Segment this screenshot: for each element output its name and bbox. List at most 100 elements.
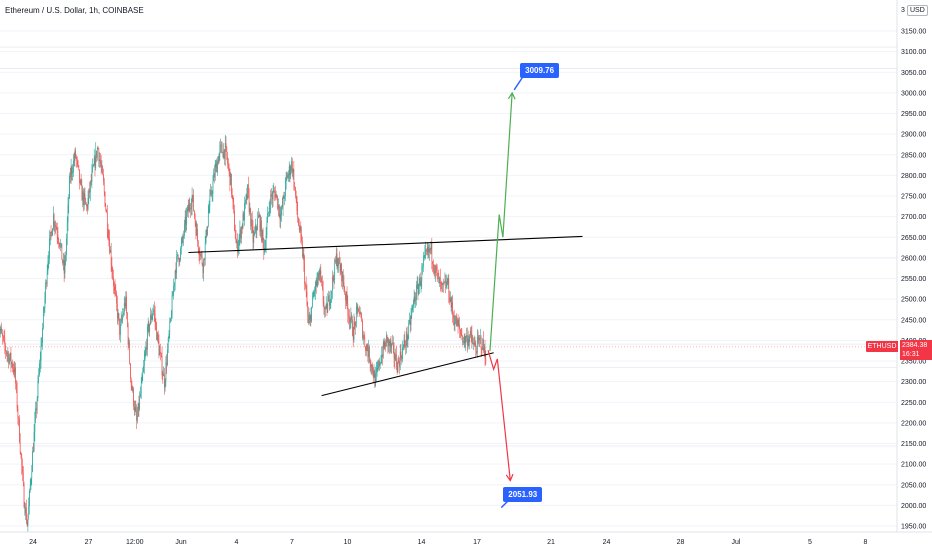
- candle-body: [268, 212, 269, 213]
- x-tick-label: 27: [85, 539, 93, 546]
- y-tick-label: 1950.00: [901, 524, 926, 531]
- candle-body: [3, 336, 5, 338]
- candle-body: [362, 320, 363, 339]
- candle-body: [462, 336, 464, 343]
- bullish-label-pointer: [513, 77, 523, 91]
- trendlines-layer: [188, 235, 583, 397]
- candle-body: [348, 315, 349, 317]
- candle-body: [402, 346, 404, 348]
- candle-body: [96, 150, 97, 158]
- y-tick-label: 2250.00: [901, 400, 926, 407]
- candle-body: [38, 374, 40, 381]
- candle-body: [357, 306, 359, 309]
- candle-body: [332, 276, 333, 291]
- candle-body: [197, 228, 198, 242]
- candle-body: [49, 238, 50, 259]
- candle-body: [117, 313, 119, 319]
- candle-body: [405, 344, 406, 347]
- candle-body: [140, 383, 142, 394]
- candle-body: [120, 324, 121, 335]
- candle-body: [480, 337, 481, 338]
- candle-body: [98, 148, 100, 162]
- bearish-target-label[interactable]: 2051.93: [503, 486, 543, 502]
- candle-body: [146, 346, 147, 350]
- candle-body: [349, 320, 351, 323]
- candle-body: [442, 282, 443, 285]
- candle-body: [130, 378, 132, 385]
- candle-body: [157, 332, 158, 340]
- candle-body: [221, 144, 222, 146]
- candle-body: [429, 248, 430, 253]
- candle-body: [315, 282, 316, 292]
- candle-body: [42, 328, 43, 343]
- candle-body: [20, 452, 22, 455]
- candle-body: [123, 303, 125, 313]
- candle-body: [444, 280, 446, 283]
- candle-body: [80, 180, 82, 185]
- candle-body: [238, 237, 240, 246]
- candle-body: [289, 166, 291, 176]
- candle-body: [335, 253, 337, 263]
- candle-body: [329, 302, 331, 306]
- candle-body: [118, 313, 120, 319]
- candle-body: [93, 157, 95, 166]
- candle-body: [205, 229, 207, 243]
- candle-body: [481, 348, 483, 350]
- candle-body: [483, 346, 485, 351]
- candle-body: [50, 231, 52, 233]
- currency-badge[interactable]: USD: [907, 5, 928, 16]
- candle-body: [301, 234, 302, 241]
- candle-body: [202, 264, 204, 273]
- candle-body: [125, 296, 127, 306]
- candle-body: [386, 335, 387, 347]
- candle-body: [1, 328, 3, 334]
- candle-body: [240, 229, 242, 239]
- candle-body: [298, 225, 300, 231]
- bullish-target-label[interactable]: 3009.76: [520, 62, 560, 78]
- projections-layer: [487, 77, 523, 509]
- candle-body: [75, 150, 77, 157]
- candle-body: [343, 282, 345, 290]
- candle-body: [443, 282, 444, 285]
- candle-body: [453, 318, 455, 326]
- candle-body: [438, 273, 440, 284]
- candle-body: [186, 212, 188, 225]
- candle-body: [381, 354, 383, 362]
- candle-body: [355, 309, 357, 327]
- candle-body: [258, 215, 259, 219]
- candle-body: [275, 192, 276, 198]
- candle-body: [151, 315, 153, 320]
- y-tick-label: 2000.00: [901, 503, 926, 510]
- candle-body: [143, 358, 145, 367]
- candle-body: [42, 310, 44, 329]
- candle-body: [397, 360, 399, 373]
- candle-body: [32, 451, 34, 452]
- candle-body: [63, 260, 65, 274]
- candle-body: [261, 230, 263, 241]
- candle-body: [309, 315, 311, 320]
- projection-bullish: [489, 92, 513, 352]
- y-tick-label: 2800.00: [901, 173, 926, 180]
- x-tick-label: 7: [290, 539, 294, 546]
- candle-body: [177, 254, 178, 257]
- candle-body: [464, 336, 466, 344]
- candle-body: [8, 353, 9, 364]
- y-tick-label: 3050.00: [901, 70, 926, 77]
- candle-body: [330, 294, 332, 303]
- candle-body: [466, 335, 467, 339]
- candle-body: [291, 161, 293, 173]
- candle-body: [323, 301, 325, 310]
- candle-body: [251, 219, 253, 227]
- candle-body: [119, 318, 120, 335]
- candle-body: [89, 188, 90, 193]
- candle-body: [176, 256, 178, 273]
- candle-body: [221, 145, 223, 153]
- candle-body: [399, 351, 401, 367]
- candle-body: [352, 319, 353, 336]
- candle-body: [193, 195, 194, 211]
- candle-body: [59, 242, 60, 247]
- candle-body: [69, 175, 70, 199]
- candle-body: [103, 174, 104, 182]
